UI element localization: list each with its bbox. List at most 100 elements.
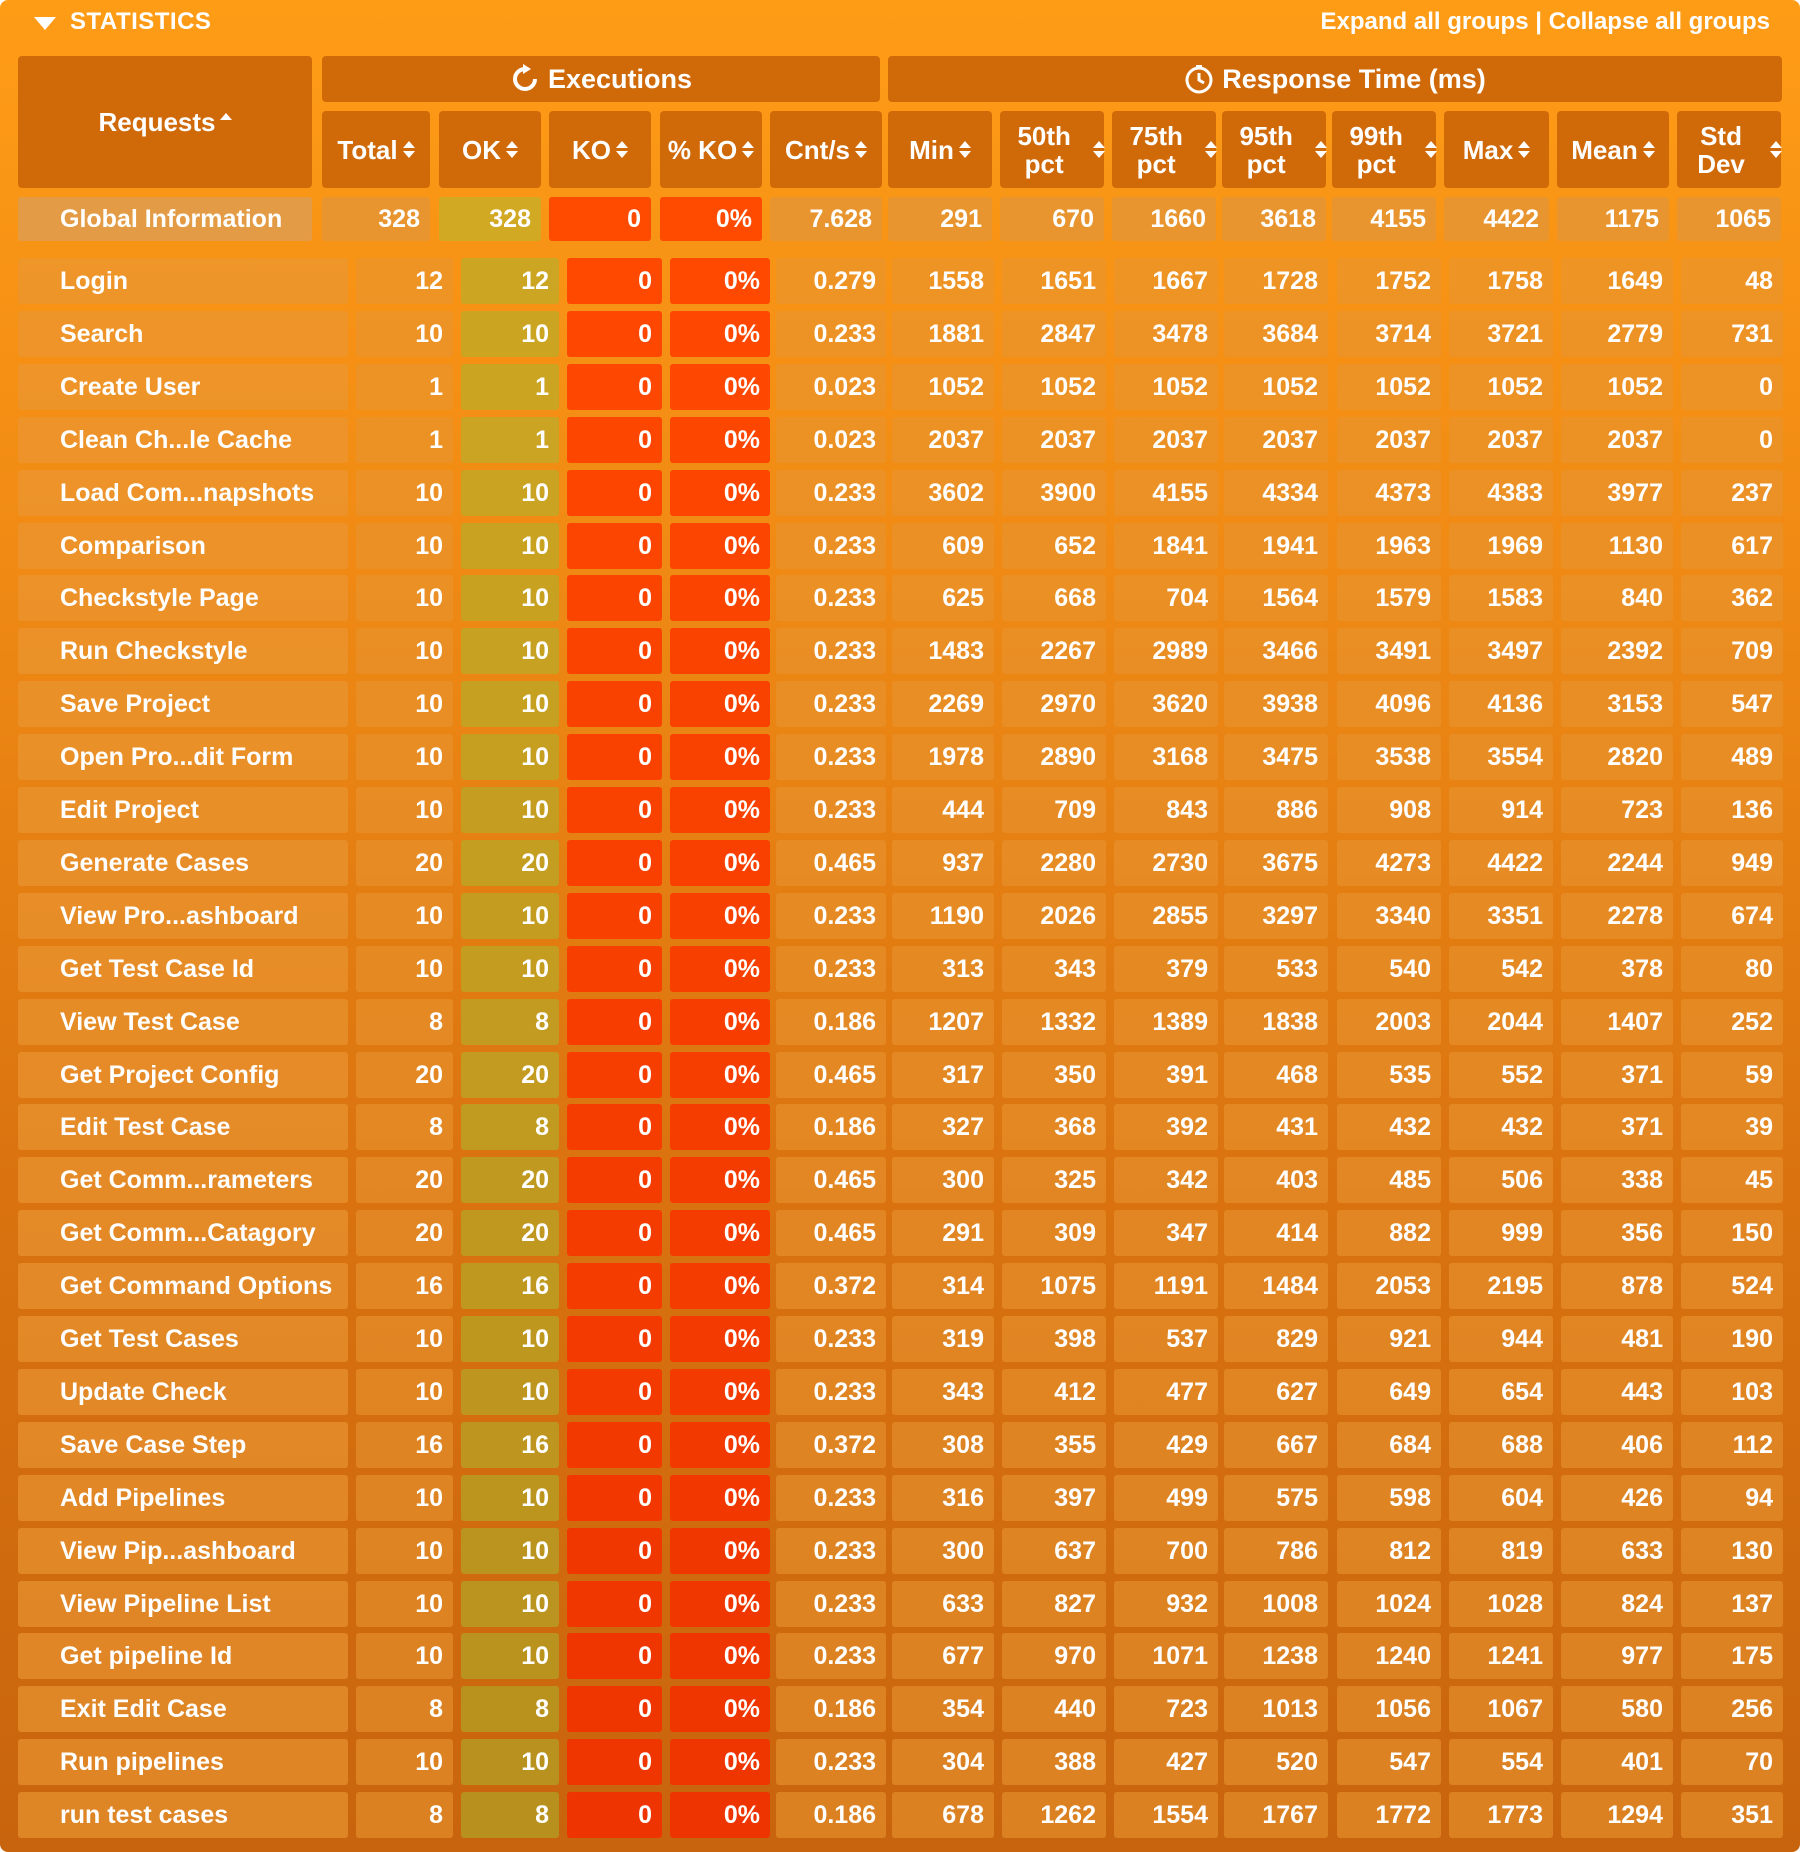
cell-pct-95: 2037 (1224, 417, 1328, 463)
cell-pct-50: 827 (1002, 1581, 1106, 1627)
cell-max: 4422 (1449, 840, 1553, 886)
cell-std-dev: 59 (1681, 1052, 1783, 1098)
column-header-max[interactable]: Max (1444, 111, 1549, 188)
request-name[interactable]: Save Project (18, 681, 348, 727)
cell-std-dev: 489 (1681, 734, 1783, 780)
sort-icon[interactable] (506, 140, 518, 159)
request-name[interactable]: Edit Test Case (18, 1104, 348, 1150)
cell-pct-99: 684 (1337, 1422, 1441, 1468)
request-name[interactable]: Generate Cases (18, 840, 348, 886)
column-header-min[interactable]: Min (888, 111, 992, 188)
request-name[interactable]: Get Project Config (18, 1052, 348, 1098)
request-name[interactable]: Get pipeline Id (18, 1633, 348, 1679)
sort-icon[interactable] (1093, 140, 1105, 159)
column-header-mean[interactable]: Mean (1557, 111, 1669, 188)
collapse-all-groups-link[interactable]: Collapse all groups (1548, 8, 1770, 35)
column-header-pct-ko[interactable]: % KO (660, 111, 762, 188)
request-name[interactable]: Get Comm...rameters (18, 1157, 348, 1203)
request-name[interactable]: View Pipeline List (18, 1581, 348, 1627)
request-name[interactable]: View Pro...ashboard (18, 893, 348, 939)
cell-mean: 401 (1561, 1739, 1673, 1785)
sort-icon[interactable] (1315, 140, 1327, 159)
request-name[interactable]: Get Command Options (18, 1263, 348, 1309)
collapse-caret-icon[interactable] (34, 17, 56, 30)
column-header-pct-99[interactable]: 99th pct (1332, 111, 1437, 188)
column-header-ok[interactable]: OK (439, 111, 541, 188)
sort-icon[interactable] (1425, 140, 1437, 159)
cell-max: 2195 (1449, 1263, 1553, 1309)
request-name[interactable]: Search (18, 311, 348, 357)
cell-pct-95: 3466 (1224, 628, 1328, 674)
cell-pct-ko: 0% (670, 1633, 770, 1679)
sort-icon[interactable] (855, 140, 867, 159)
cell-ok: 10 (461, 681, 559, 727)
request-name[interactable]: Clean Ch...le Cache (18, 417, 348, 463)
global-information-label: Global Information (18, 197, 312, 241)
link-separator: | (1535, 8, 1542, 35)
cell-pct-ko: 0% (670, 787, 770, 833)
cell-ok: 8 (461, 1104, 559, 1150)
cell-pct-95: 414 (1224, 1210, 1328, 1256)
request-name[interactable]: View Test Case (18, 999, 348, 1045)
request-name[interactable]: Run Checkstyle (18, 628, 348, 674)
request-name[interactable]: Load Com...napshots (18, 470, 348, 516)
request-name[interactable]: Login (18, 258, 348, 304)
sort-icon[interactable] (616, 140, 628, 159)
cell-mean: 371 (1561, 1052, 1673, 1098)
sort-icon[interactable] (1642, 140, 1655, 159)
column-header-pct-75[interactable]: 75th pct (1112, 111, 1217, 188)
request-name[interactable]: Create User (18, 364, 348, 410)
request-name[interactable]: run test cases (18, 1792, 348, 1838)
column-header-cnt-per-s[interactable]: Cnt/s (770, 111, 882, 188)
cell-pct-ko: 0% (670, 1422, 770, 1468)
request-name[interactable]: Edit Project (18, 787, 348, 833)
sort-icon[interactable] (742, 140, 755, 159)
request-name[interactable]: Get Comm...Catagory (18, 1210, 348, 1256)
cell-ok: 12 (461, 258, 559, 304)
cell-total: 1 (356, 364, 453, 410)
cell-pct-99: 540 (1337, 946, 1441, 992)
cell-mean: 356 (1561, 1210, 1673, 1256)
column-header-std-dev[interactable]: Std Dev (1677, 111, 1782, 188)
expand-all-groups-link[interactable]: Expand all groups (1320, 8, 1529, 35)
sort-icon[interactable] (1205, 140, 1217, 159)
cell-pct-75: 429 (1114, 1422, 1218, 1468)
cell-total: 10 (356, 1475, 453, 1521)
cell-pct-ko: 0% (670, 840, 770, 886)
column-header-pct-95[interactable]: 95th pct (1222, 111, 1327, 188)
cell-min: 354 (892, 1686, 994, 1732)
cell-min: 678 (892, 1792, 994, 1838)
request-name[interactable]: Add Pipelines (18, 1475, 348, 1521)
sort-icon[interactable] (1518, 140, 1531, 159)
request-name[interactable]: Checkstyle Page (18, 575, 348, 621)
cell-pct-99: 1752 (1337, 258, 1441, 304)
column-header-pct-50[interactable]: 50th pct (1000, 111, 1105, 188)
column-header-requests[interactable]: Requests (18, 56, 312, 188)
sort-icon[interactable] (958, 140, 971, 159)
cell-total: 16 (356, 1422, 453, 1468)
global-max: 4422 (1444, 197, 1549, 241)
column-label-pct-99: 99th pct (1349, 120, 1403, 179)
sort-asc-icon[interactable] (219, 112, 232, 120)
request-name[interactable]: Save Case Step (18, 1422, 348, 1468)
cell-cnt-per-s: 0.279 (776, 258, 886, 304)
cell-pct-50: 350 (1002, 1052, 1106, 1098)
request-name[interactable]: View Pip...ashboard (18, 1528, 348, 1574)
cell-min: 1207 (892, 999, 994, 1045)
request-name[interactable]: Get Test Case Id (18, 946, 348, 992)
request-name[interactable]: Open Pro...dit Form (18, 734, 348, 780)
sort-icon[interactable] (402, 140, 415, 159)
cell-max: 1583 (1449, 575, 1553, 621)
request-name[interactable]: Exit Edit Case (18, 1686, 348, 1732)
request-name[interactable]: Get Test Cases (18, 1316, 348, 1362)
request-name[interactable]: Comparison (18, 523, 348, 569)
sort-icon[interactable] (1770, 140, 1782, 159)
statistics-title-bar[interactable]: STATISTICS Expand all groups | Collapse … (0, 0, 1800, 44)
cell-ko: 0 (567, 1210, 662, 1256)
column-header-ko[interactable]: KO (549, 111, 651, 188)
cell-pct-95: 1484 (1224, 1263, 1328, 1309)
column-header-total[interactable]: Total (322, 111, 430, 188)
request-name[interactable]: Run pipelines (18, 1739, 348, 1785)
request-name[interactable]: Update Check (18, 1369, 348, 1415)
